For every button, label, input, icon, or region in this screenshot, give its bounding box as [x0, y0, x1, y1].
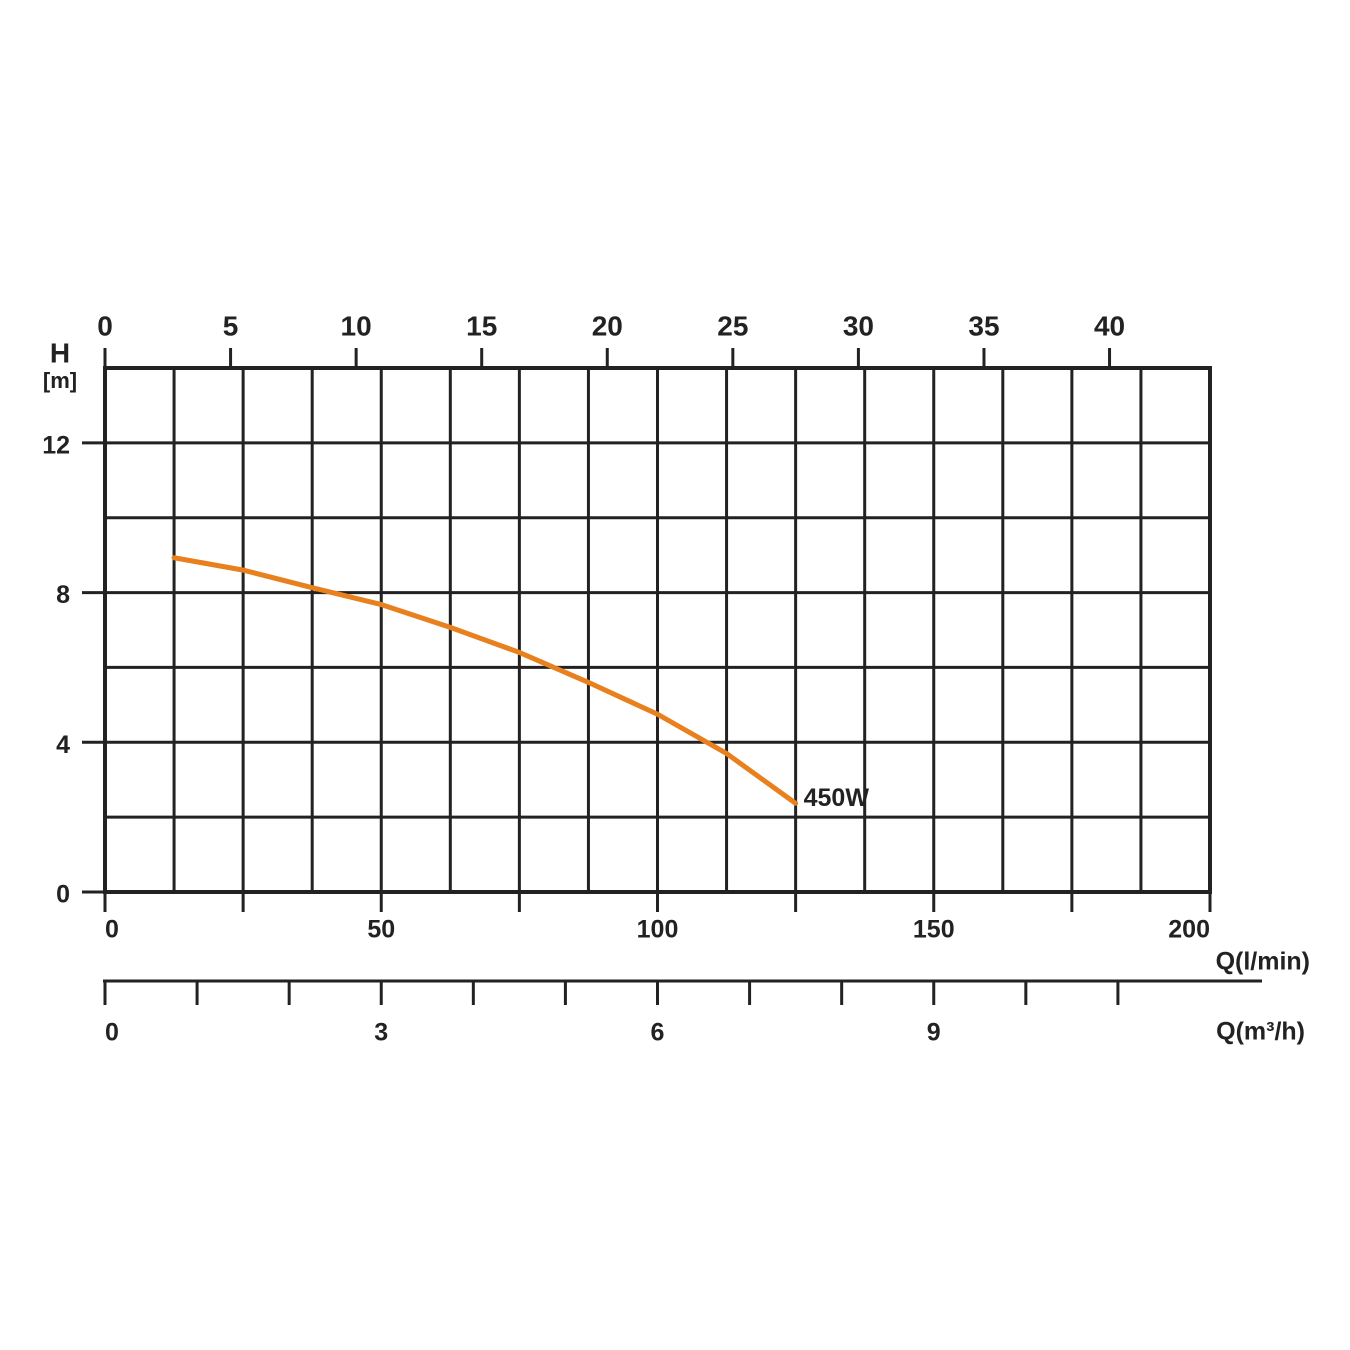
x2-tick-label: 0 — [97, 310, 113, 341]
series-label: 450W — [804, 784, 870, 812]
x-tick-label: 100 — [637, 916, 679, 944]
x2-tick-label: 20 — [592, 310, 623, 341]
x3-tick-label: 0 — [105, 1019, 119, 1047]
curve — [171, 555, 799, 806]
y-axis-unit: [m] — [43, 368, 77, 393]
y-tick-label: 12 — [42, 431, 70, 459]
x-axis-label: Q(l/min) — [1216, 948, 1310, 976]
y-tick-label: 0 — [56, 881, 70, 909]
x3-tick-label: 6 — [651, 1019, 665, 1047]
x2-tick-label: 30 — [843, 310, 874, 341]
x-tick-label: 0 — [105, 916, 119, 944]
x-tick-label: 150 — [913, 916, 955, 944]
x2-tick-label: 15 — [466, 310, 497, 341]
x3-tick-label: 9 — [927, 1019, 941, 1047]
x3-tick-label: 3 — [374, 1019, 388, 1047]
x2-tick-label: 10 — [341, 310, 372, 341]
x2-tick-label: 35 — [968, 310, 999, 341]
x-tick-label: 50 — [367, 916, 395, 944]
x-tick-label: 200 — [1168, 916, 1210, 944]
y-tick-label: 4 — [56, 731, 70, 759]
x2-tick-label: 40 — [1094, 310, 1125, 341]
x2-tick-label: 25 — [717, 310, 748, 341]
plot-frame — [103, 366, 1212, 894]
y-tick-label: 8 — [56, 581, 70, 609]
x2-tick-label: 5 — [223, 310, 239, 341]
y-axis-label: H — [50, 337, 70, 368]
x3-axis-label: Q(m³/h) — [1216, 1018, 1305, 1046]
